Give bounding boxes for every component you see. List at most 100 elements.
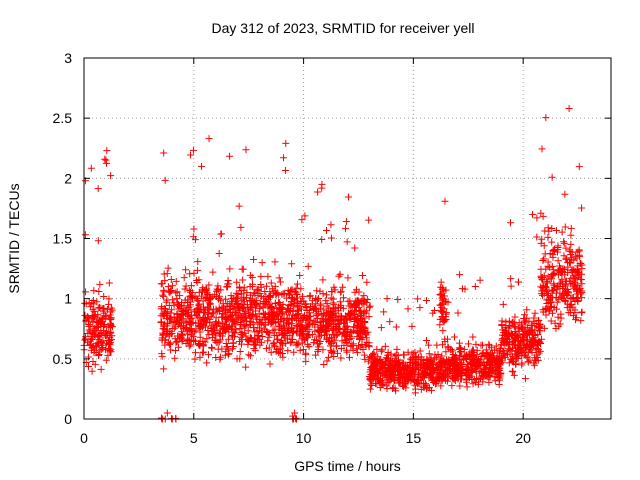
scatter-point-2638 xyxy=(516,345,524,353)
scatter-point-2639 xyxy=(523,336,531,344)
x-tick-label-2: 10 xyxy=(296,430,312,446)
scatter-point-2652 xyxy=(520,317,528,325)
scatter-point-1635 xyxy=(400,351,408,359)
scatter-point-2919 xyxy=(538,235,546,243)
scatter-point-1060 xyxy=(212,305,220,313)
scatter-point-2358 xyxy=(456,382,464,390)
scatter-point-2693 xyxy=(575,163,583,171)
scatter-point-2865 xyxy=(548,309,556,317)
scatter-point-606 xyxy=(267,348,275,356)
scatter-point-900 xyxy=(278,341,286,349)
scatter-point-339 xyxy=(167,346,175,354)
scatter-point-929 xyxy=(275,291,283,299)
scatter-point-2863 xyxy=(568,256,576,264)
scatter-point-936 xyxy=(283,319,291,327)
scatter-point-1002 xyxy=(272,312,280,320)
scatter-point-734 xyxy=(257,281,265,289)
scatter-point-2905 xyxy=(570,282,578,290)
scatter-point-571 xyxy=(173,288,181,296)
scatter-point-122 xyxy=(93,298,101,306)
scatter-point-342 xyxy=(236,348,244,355)
scatter-point-1388 xyxy=(297,285,305,293)
scatter-point-2608 xyxy=(500,339,508,347)
scatter-point-2920 xyxy=(567,251,575,259)
scatter-point-907 xyxy=(170,325,178,333)
scatter-point-2907 xyxy=(542,265,550,273)
scatter-point-893 xyxy=(262,344,270,352)
scatter-point-2927 xyxy=(549,253,557,261)
scatter-point-890 xyxy=(160,322,168,330)
scatter-point-1940 xyxy=(368,362,376,370)
scatter-point-891 xyxy=(218,319,226,327)
scatter-point-1025 xyxy=(167,275,175,283)
scatter-point-2383 xyxy=(475,369,483,377)
scatter-point-277 xyxy=(264,272,272,280)
scatter-point-879 xyxy=(292,290,300,298)
scatter-point-2873 xyxy=(562,288,570,296)
scatter-point-2362 xyxy=(469,380,477,388)
scatter-point-912 xyxy=(221,306,229,314)
scatter-point-283 xyxy=(197,162,205,170)
scatter-point-1301 xyxy=(304,262,312,270)
scatter-point-921 xyxy=(279,349,287,357)
scatter-point-1379 xyxy=(299,346,307,354)
scatter-point-344 xyxy=(193,312,201,320)
scatter-point-1485 xyxy=(316,304,324,312)
scatter-point-2406 xyxy=(445,364,453,372)
scatter-point-564 xyxy=(189,146,197,154)
scatter-point-2803 xyxy=(558,275,566,283)
scatter-point-1416 xyxy=(345,310,353,318)
scatter-point-1420 xyxy=(336,298,344,306)
y-tick-label-0: 0 xyxy=(64,411,72,427)
scatter-point-2660 xyxy=(515,351,523,359)
scatter-point-2831 xyxy=(558,291,566,299)
scatter-point-1956 xyxy=(429,368,437,376)
scatter-point-2599 xyxy=(507,355,515,363)
scatter-point-2583 xyxy=(511,327,519,335)
scatter-point-1054 xyxy=(210,326,218,334)
scatter-point-627 xyxy=(164,283,172,291)
scatter-point-2883 xyxy=(554,267,562,275)
scatter-point-1071 xyxy=(236,325,244,333)
scatter-point-877 xyxy=(243,317,251,325)
scatter-point-676 xyxy=(245,337,253,345)
scatter-point-316 xyxy=(265,333,273,341)
scatter-point-2643 xyxy=(507,219,515,227)
scatter-point-199 xyxy=(215,249,223,257)
scatter-point-2272 xyxy=(449,347,457,355)
scatter-point-470 xyxy=(164,264,172,272)
scatter-point-968 xyxy=(215,294,223,302)
scatter-point-928 xyxy=(233,299,241,307)
scatter-point-2794 xyxy=(578,308,586,316)
scatter-point-1334 xyxy=(351,317,359,325)
scatter-point-1511 xyxy=(328,326,336,334)
scatter-point-833 xyxy=(275,322,283,330)
scatter-point-2651 xyxy=(534,322,542,330)
scatter-point-2650 xyxy=(502,318,510,326)
scatter-point-752 xyxy=(228,326,236,334)
scatter-point-1480 xyxy=(329,319,337,327)
scatter-point-1524 xyxy=(363,334,371,342)
scatter-point-2877 xyxy=(577,276,585,284)
scatter-point-2412 xyxy=(480,358,488,366)
scatter-point-504 xyxy=(206,300,214,308)
scatter-point-181 xyxy=(88,315,96,323)
scatter-point-882 xyxy=(222,339,230,347)
scatter-point-883 xyxy=(267,305,275,313)
scatter-point-1606 xyxy=(387,350,395,358)
scatter-point-1995 xyxy=(394,296,402,304)
scatter-point-1396 xyxy=(306,292,314,300)
scatter-point-2702 xyxy=(560,239,568,247)
scatter-point-2413 xyxy=(450,361,458,369)
scatter-point-1050 xyxy=(199,284,207,292)
scatter-point-1978 xyxy=(439,375,447,383)
scatter-point-982 xyxy=(163,308,171,316)
scatter-point-1073 xyxy=(167,314,175,322)
scatter-point-2718 xyxy=(539,256,547,264)
scatter-point-2411 xyxy=(454,375,462,383)
scatter-point-2930 xyxy=(577,317,585,325)
scatter-point-2491 xyxy=(508,367,516,375)
scatter-point-865 xyxy=(268,303,276,311)
scatter-point-2405 xyxy=(462,352,470,360)
scatter-point-1885 xyxy=(400,359,408,367)
